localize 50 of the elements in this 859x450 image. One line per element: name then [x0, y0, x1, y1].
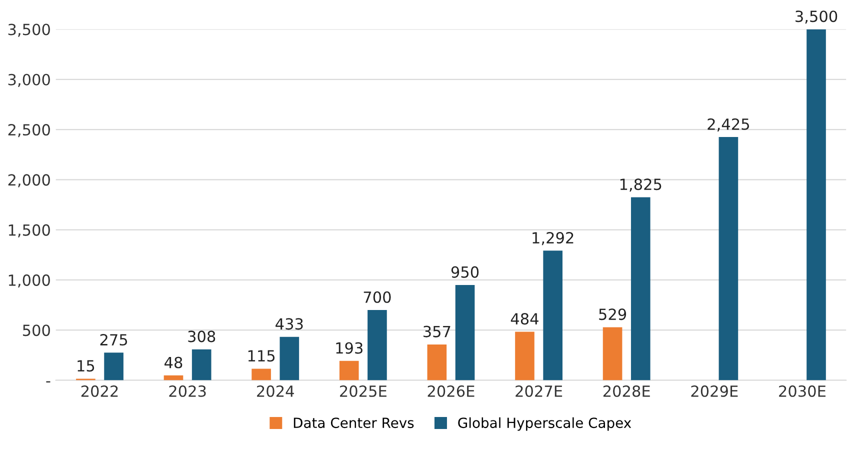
bar: [806, 29, 826, 380]
data-label: 275: [100, 334, 128, 346]
data-label: 433: [276, 318, 303, 330]
y-tick-label: 3,000: [8, 74, 50, 87]
data-label: 357: [424, 326, 450, 338]
legend-label: Global Hyperscale Capex: [458, 417, 632, 431]
x-tick-label: 2022: [81, 385, 118, 397]
bar: [368, 310, 387, 380]
y-tick-label: 1,000: [8, 274, 50, 288]
data-label: 3,500: [796, 10, 838, 24]
data-label: 484: [510, 313, 538, 325]
bar: [543, 250, 562, 380]
x-tick-label: 2028E: [603, 385, 650, 397]
y-tick-label: -: [46, 381, 50, 382]
x-tick-label: 2027E: [516, 385, 562, 397]
bar: [104, 352, 124, 380]
bar: [630, 197, 650, 380]
bar: [252, 368, 271, 380]
y-tick-label: 1,500: [8, 224, 50, 238]
bar: [515, 332, 534, 380]
data-label: 308: [188, 330, 216, 342]
x-tick-label: 2025E: [340, 385, 386, 397]
data-label: 193: [336, 342, 362, 354]
bar: [164, 375, 184, 380]
x-tick-label: 2023: [169, 385, 206, 397]
data-label: 48: [164, 356, 182, 368]
bar: [339, 360, 359, 380]
bar: [718, 137, 738, 380]
x-tick-label: 2030E: [779, 385, 826, 397]
bar: [602, 327, 622, 380]
data-label: 15: [78, 360, 94, 372]
data-label: 950: [451, 266, 479, 278]
x-tick-label: 2024: [257, 385, 294, 397]
data-label: 1,292: [532, 232, 574, 246]
bar: [427, 344, 447, 380]
legend-label: Data Center Revs: [294, 418, 414, 428]
bar: [280, 336, 300, 380]
x-tick-label: 2029E: [691, 385, 738, 397]
y-tick-label: 500: [22, 324, 50, 336]
x-tick-label: 2026E: [428, 385, 474, 397]
y-tick-label: 2,500: [8, 124, 50, 138]
data-label: 115: [248, 350, 275, 362]
data-label: 700: [364, 291, 391, 303]
data-label: 1,825: [620, 178, 662, 192]
bar: [455, 284, 475, 380]
data-label: 529: [599, 308, 626, 320]
y-tick-label: 2,000: [8, 174, 50, 188]
bar: [192, 349, 212, 380]
data-label: 2,425: [708, 118, 749, 132]
y-tick-label: 3,500: [8, 24, 50, 37]
